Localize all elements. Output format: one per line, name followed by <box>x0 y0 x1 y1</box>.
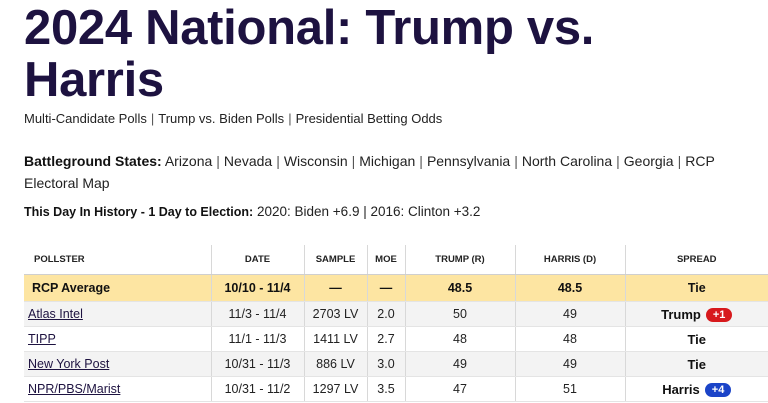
betting-odds-link[interactable]: Presidential Betting Odds <box>295 111 443 126</box>
trump-vs-biden-polls-link[interactable]: Trump vs. Biden Polls <box>158 111 285 126</box>
separator: | <box>616 153 620 169</box>
multi-candidate-polls-link[interactable]: Multi-Candidate Polls <box>24 111 147 126</box>
table-header-row: POLLSTER DATE SAMPLE MOE TRUMP (R) HARRI… <box>24 245 768 275</box>
sample-cell: 1411 LV <box>303 326 367 352</box>
table-row: NPR/PBS/Marist 10/31 - 11/2 1297 LV 3.5 … <box>24 376 768 402</box>
date-cell: 10/31 - 11/2 <box>210 376 304 402</box>
spread-cell: Trump +1 <box>624 301 768 327</box>
header-date[interactable]: DATE <box>210 245 304 275</box>
spread-tie: Tie <box>687 331 707 347</box>
average-pollster: RCP Average <box>24 274 211 302</box>
pollster-link[interactable]: Atlas Intel <box>28 307 83 321</box>
average-moe: — <box>366 274 405 302</box>
separator: | <box>276 153 280 169</box>
trump-cell: 50 <box>404 301 515 327</box>
separator: | <box>514 153 518 169</box>
date-cell: 11/3 - 11/4 <box>210 301 304 327</box>
table-row: TIPP 11/1 - 11/3 1411 LV 2.7 48 48 Tie <box>24 326 768 352</box>
moe-cell: 3.0 <box>366 351 405 377</box>
pollster-link[interactable]: New York Post <box>28 357 110 371</box>
sample-cell: 886 LV <box>303 351 367 377</box>
separator: | <box>150 111 155 126</box>
pollster-link[interactable]: TIPP <box>28 332 56 346</box>
harris-cell: 48 <box>514 326 625 352</box>
spread-badge: +1 <box>705 307 733 322</box>
moe-cell: 3.5 <box>366 376 405 402</box>
trump-cell: 47 <box>404 376 515 402</box>
separator: | <box>419 153 423 169</box>
spread-leader: Harris <box>662 381 700 397</box>
this-day-in-history: This Day In History - 1 Day to Election:… <box>24 203 768 221</box>
moe-cell: 2.0 <box>366 301 405 327</box>
separator: | <box>677 153 682 169</box>
table-row: New York Post 10/31 - 11/3 886 LV 3.0 49… <box>24 351 768 377</box>
average-harris: 48.5 <box>514 274 625 302</box>
spread-leader: Trump <box>661 306 701 322</box>
harris-cell: 51 <box>514 376 625 402</box>
header-spread[interactable]: SPREAD <box>624 245 768 275</box>
separator: | <box>351 153 356 169</box>
spread-cell: Harris +4 <box>624 376 768 402</box>
state-link-wisconsin[interactable]: Wisconsin <box>283 153 348 169</box>
separator: | <box>288 111 292 126</box>
pollster-cell: New York Post <box>24 351 211 377</box>
pollster-cell: Atlas Intel <box>24 301 211 327</box>
spread-tie: Tie <box>687 356 707 372</box>
header-pollster[interactable]: POLLSTER <box>24 245 211 275</box>
header-moe[interactable]: MOE <box>366 245 405 275</box>
battleground-label: Battleground States: <box>24 153 162 169</box>
separator: | <box>216 153 220 169</box>
date-cell: 11/1 - 11/3 <box>210 326 304 352</box>
polls-table: POLLSTER DATE SAMPLE MOE TRUMP (R) HARRI… <box>24 245 768 402</box>
state-link-michigan[interactable]: Michigan <box>359 153 416 169</box>
state-link-nevada[interactable]: Nevada <box>223 153 273 169</box>
rcp-average-row: RCP Average 10/10 - 11/4 — — 48.5 48.5 T… <box>24 274 768 302</box>
harris-cell: 49 <box>514 351 625 377</box>
state-link-pennsylvania[interactable]: Pennsylvania <box>426 153 511 169</box>
page-title: 2024 National: Trump vs. Harris <box>24 1 595 107</box>
harris-cell: 49 <box>514 301 625 327</box>
header-trump[interactable]: TRUMP (R) <box>404 245 515 275</box>
sample-cell: 2703 LV <box>303 301 367 327</box>
spread-cell: Tie <box>624 351 768 377</box>
date-cell: 10/31 - 11/3 <box>210 351 304 377</box>
trump-cell: 48 <box>404 326 515 352</box>
sample-cell: 1297 LV <box>303 376 367 402</box>
header-harris[interactable]: HARRIS (D) <box>514 245 625 275</box>
spread-badge: +4 <box>704 382 732 397</box>
page-header: 2024 National: Trump vs. Harris Multi-Ca… <box>24 0 768 221</box>
trump-cell: 49 <box>404 351 515 377</box>
pollster-cell: NPR/PBS/Marist <box>24 376 211 402</box>
related-polls-links: Multi-Candidate Polls | Trump vs. Biden Po… <box>24 110 768 127</box>
moe-cell: 2.7 <box>366 326 405 352</box>
history-label: This Day In History - 1 Day to Election: <box>24 205 254 219</box>
pollster-link[interactable]: NPR/PBS/Marist <box>28 382 121 396</box>
state-link-arizona[interactable]: Arizona <box>164 153 213 169</box>
average-sample: — <box>303 274 367 302</box>
table-row: Atlas Intel 11/3 - 11/4 2703 LV 2.0 50 4… <box>24 301 768 327</box>
battleground-states: Battleground States: Arizona | Nevada | Wisc… <box>24 150 764 194</box>
average-spread: Tie <box>624 274 768 302</box>
state-link-north-carolina[interactable]: North Carolina <box>521 153 613 169</box>
average-trump: 48.5 <box>404 274 515 302</box>
header-sample[interactable]: SAMPLE <box>303 245 367 275</box>
average-date: 10/10 - 11/4 <box>210 274 304 302</box>
pollster-cell: TIPP <box>24 326 211 352</box>
rcp-electoral-map-link[interactable]: RCP Electoral Map <box>24 153 715 191</box>
history-text: 2020: Biden +6.9 | 2016: Clinton +3.2 <box>256 204 481 219</box>
spread-cell: Tie <box>624 326 768 352</box>
state-link-georgia[interactable]: Georgia <box>623 153 674 169</box>
